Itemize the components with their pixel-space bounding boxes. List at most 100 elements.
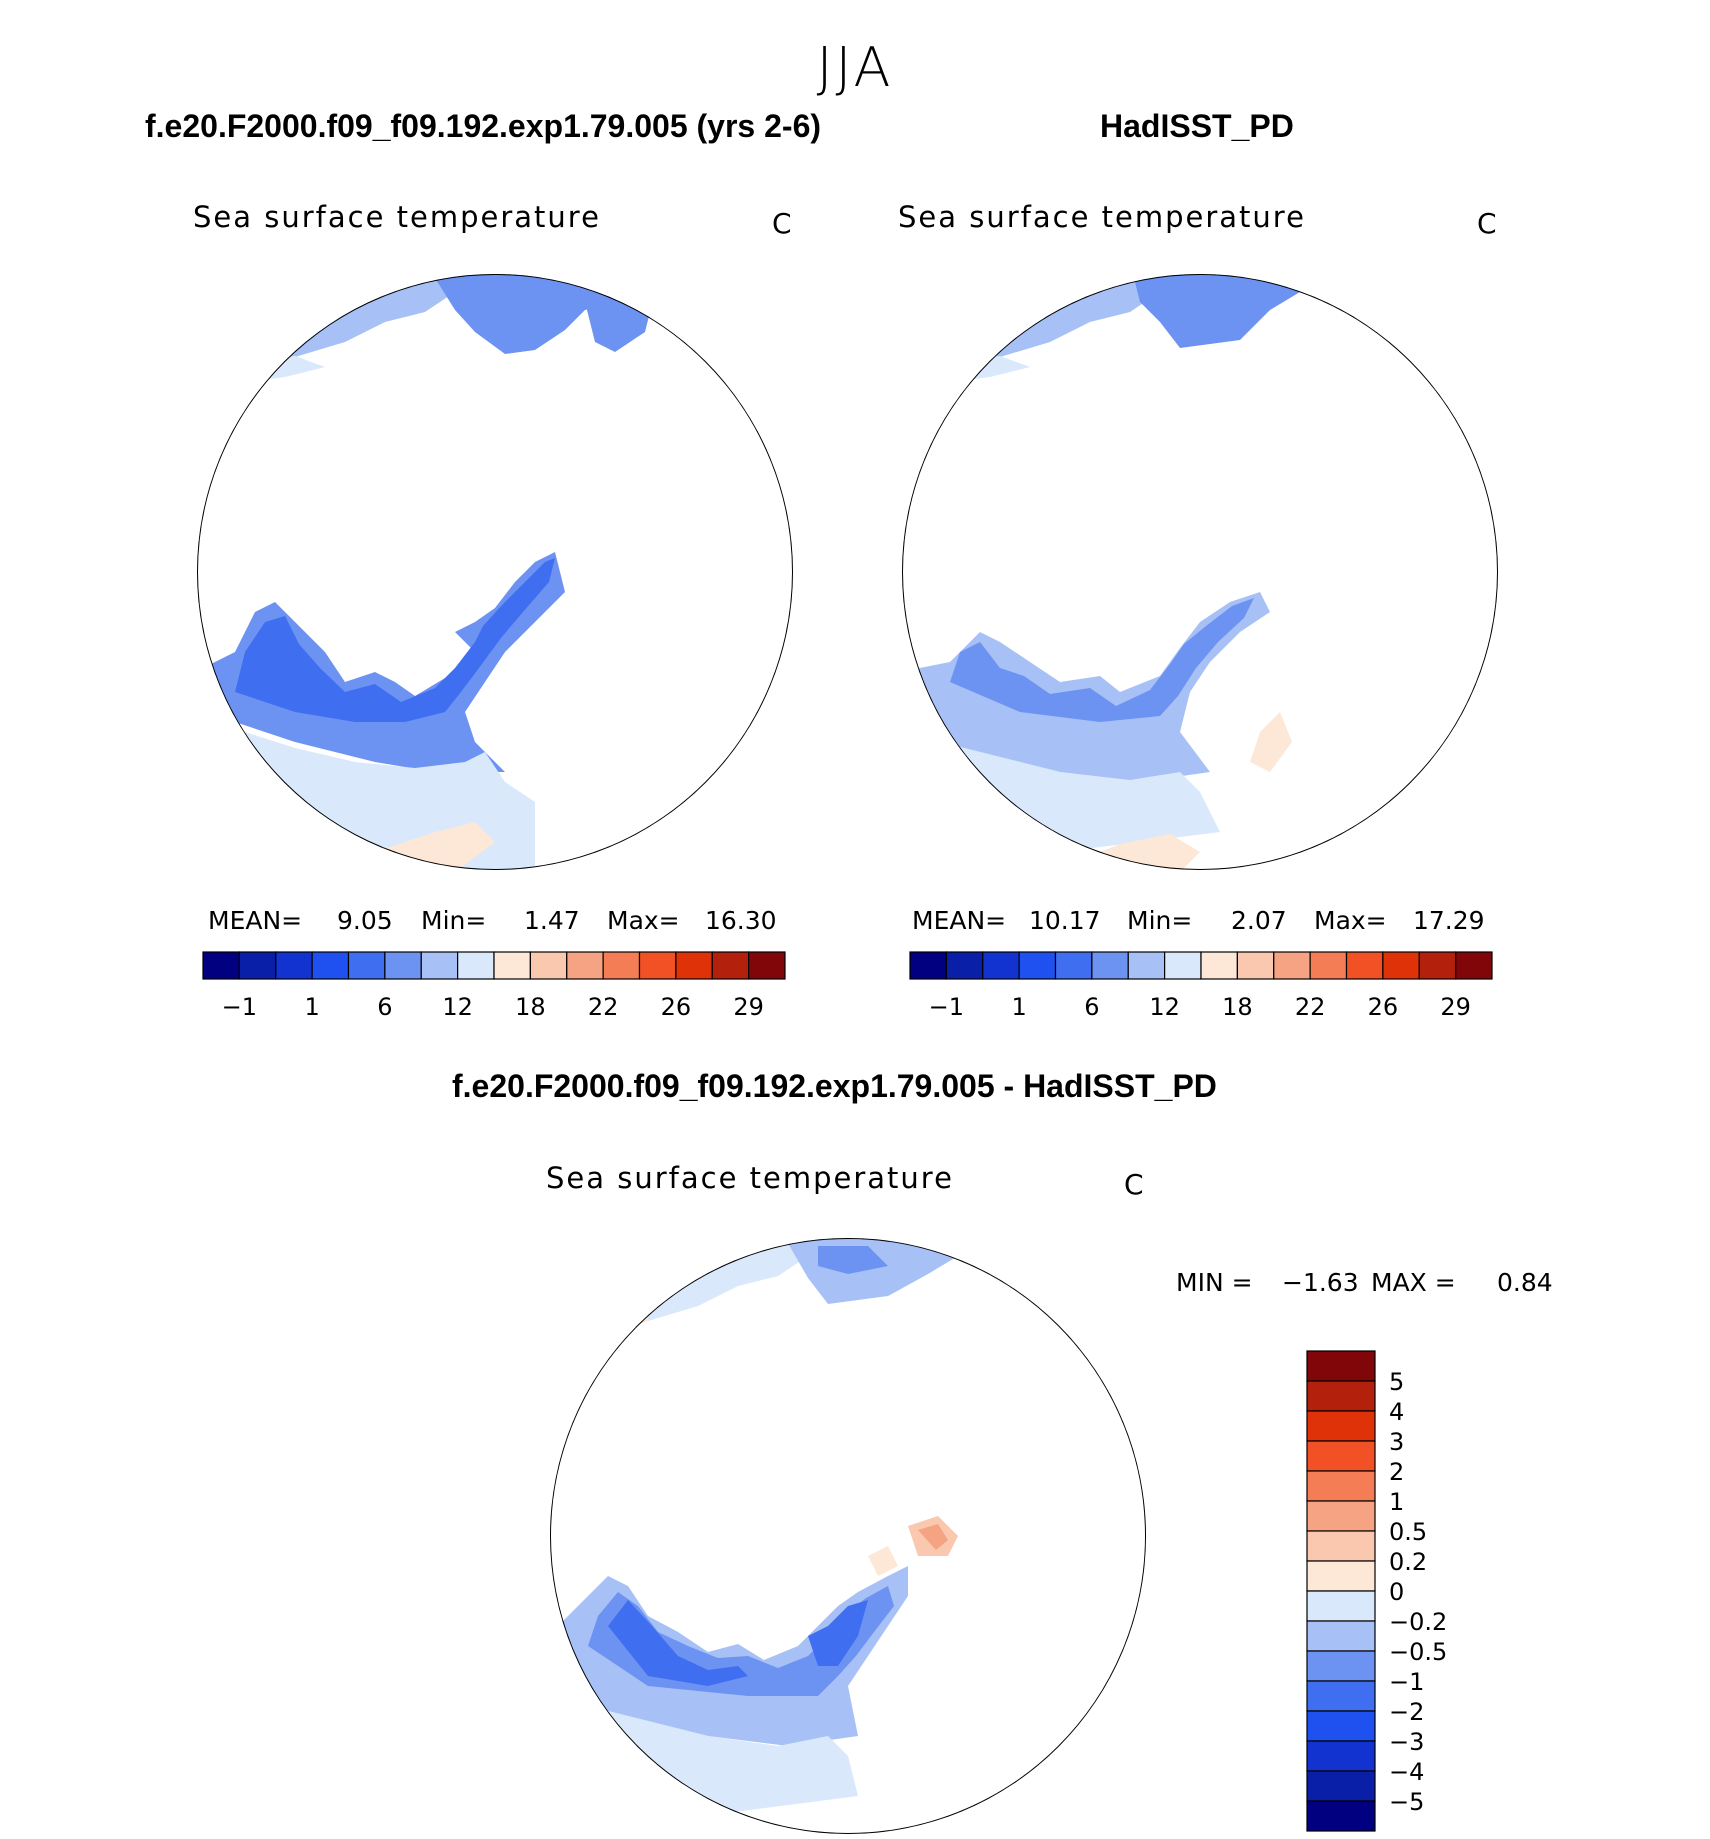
diff-variable-label: Sea surface temperature: [546, 1161, 954, 1195]
diff-min-value: −1.63: [1282, 1268, 1359, 1297]
diff-colorbar-swatch: [1306, 1350, 1376, 1382]
obs-max-value: 17.29: [1413, 906, 1485, 935]
diff-colorbar-swatch: [1306, 1440, 1376, 1472]
figure-season-title: JJA: [816, 36, 894, 99]
model-units-label: C: [772, 207, 792, 240]
model-colorbar-swatch: [638, 951, 677, 980]
diff-colorbar-swatch: [1306, 1410, 1376, 1442]
obs-colorbar-swatch: [1164, 951, 1202, 980]
model-colorbar-tick-label: 18: [515, 993, 546, 1021]
obs-colorbar-swatch: [1127, 951, 1166, 980]
diff-colorbar-swatch: [1306, 1560, 1376, 1592]
obs-colorbar-tick-label: 22: [1295, 993, 1326, 1021]
model-colorbar-swatch: [202, 951, 240, 980]
obs-colorbar-tick-label: 1: [1011, 993, 1026, 1021]
model-colorbar-tick-label: 29: [733, 993, 764, 1021]
diff-colorbar-tick-label: −1: [1389, 1668, 1424, 1696]
obs-colorbar-tick-label: −1: [929, 993, 964, 1021]
diff-colorbar-tick-label: 0: [1389, 1578, 1404, 1606]
obs-colorbar-tick-label: 12: [1149, 993, 1180, 1021]
model-max-label: Max=: [607, 906, 680, 935]
model-colorbar-tick-label: 6: [377, 993, 392, 1021]
model-mean-label: MEAN=: [208, 906, 303, 935]
model-colorbar-swatch: [711, 951, 750, 980]
model-colorbar: −1 1 6 12 18 22 26 29: [202, 951, 786, 1021]
model-panel-title: f.e20.F2000.f09_f09.192.exp1.79.005 (yrs…: [145, 108, 822, 144]
diff-colorbar-tick-label: 5: [1389, 1368, 1404, 1396]
diff-colorbar-swatch: [1306, 1500, 1376, 1532]
diff-colorbar-tick-label: −5: [1389, 1788, 1424, 1816]
model-colorbar-swatch: [602, 951, 641, 980]
obs-units-label: C: [1477, 207, 1497, 240]
diff-colorbar-swatch: [1306, 1470, 1376, 1502]
diff-colorbar-tick-label: 0.2: [1389, 1548, 1427, 1576]
diff-colorbar-swatch: [1306, 1680, 1376, 1712]
diff-colorbar-tick-label: 1: [1389, 1488, 1404, 1516]
diff-colorbar-swatch: [1306, 1770, 1376, 1802]
model-colorbar-swatch: [275, 951, 313, 980]
diff-panel-title: f.e20.F2000.f09_f09.192.exp1.79.005 - Ha…: [452, 1068, 1217, 1104]
model-colorbar-tick-label: 22: [588, 993, 619, 1021]
diff-min-label: MIN =: [1176, 1268, 1253, 1297]
obs-colorbar-swatch: [1236, 951, 1275, 980]
obs-colorbar-swatch: [1091, 951, 1129, 980]
model-colorbar-swatch: [384, 951, 422, 980]
diff-colorbar-swatch: [1306, 1740, 1376, 1772]
diff-colorbar-swatch: [1306, 1620, 1376, 1652]
obs-colorbar-swatch: [1273, 951, 1311, 980]
obs-min-value: 2.07: [1231, 906, 1287, 935]
obs-colorbar-tick-label: 18: [1222, 993, 1253, 1021]
obs-colorbar-swatch: [909, 951, 947, 980]
obs-mean-label: MEAN=: [912, 906, 1007, 935]
model-max-value: 16.30: [705, 906, 777, 935]
diff-colorbar-swatch: [1306, 1530, 1376, 1562]
diff-colorbar-tick-label: −3: [1389, 1728, 1424, 1756]
obs-colorbar-tick-label: 6: [1084, 993, 1099, 1021]
model-colorbar-tick-label: 12: [442, 993, 473, 1021]
model-colorbar-swatch: [238, 951, 277, 980]
model-colorbar-swatch: [420, 951, 459, 980]
diff-max-value: 0.84: [1497, 1268, 1553, 1297]
obs-panel-title: HadISST_PD: [1100, 108, 1294, 144]
model-min-value: 1.47: [524, 906, 580, 935]
model-colorbar-swatch: [529, 951, 568, 980]
model-map: [197, 274, 793, 870]
diff-colorbar-tick-label: −0.5: [1389, 1638, 1447, 1666]
model-colorbar-swatch: [457, 951, 495, 980]
obs-colorbar-swatch: [1382, 951, 1420, 980]
diff-colorbar-tick-label: −0.2: [1389, 1608, 1447, 1636]
model-min-label: Min=: [421, 906, 487, 935]
diff-colorbar-tick-label: 2: [1389, 1458, 1404, 1486]
model-colorbar-swatch: [493, 951, 531, 980]
obs-colorbar-swatch: [1418, 951, 1457, 980]
diff-colorbar-swatch: [1306, 1380, 1376, 1412]
model-colorbar-tick-label: 26: [661, 993, 692, 1021]
obs-mean-value: 10.17: [1029, 906, 1101, 935]
obs-colorbar-swatch: [1200, 951, 1238, 980]
model-colorbar-swatch: [311, 951, 350, 980]
model-colorbar-swatch: [566, 951, 604, 980]
diff-colorbar-tick-label: 3: [1389, 1428, 1404, 1456]
obs-colorbar-swatch: [982, 951, 1020, 980]
diff-colorbar-swatch: [1306, 1650, 1376, 1682]
obs-colorbar-tick-label: 26: [1368, 993, 1399, 1021]
obs-max-label: Max=: [1314, 906, 1387, 935]
obs-variable-label: Sea surface temperature: [898, 200, 1306, 234]
obs-colorbar-swatch: [1018, 951, 1057, 980]
diff-max-label: MAX =: [1371, 1268, 1456, 1297]
model-variable-label: Sea surface temperature: [193, 200, 601, 234]
diff-colorbar-swatch: [1306, 1800, 1376, 1832]
diff-colorbar-tick-label: −4: [1389, 1758, 1424, 1786]
obs-min-label: Min=: [1127, 906, 1193, 935]
obs-colorbar-swatch: [1345, 951, 1384, 980]
obs-colorbar-swatch: [1455, 951, 1493, 980]
diff-colorbar-tick-label: 4: [1389, 1398, 1404, 1426]
obs-colorbar-swatch: [1309, 951, 1348, 980]
diff-units-label: C: [1124, 1168, 1144, 1201]
diff-colorbar-swatch: [1306, 1590, 1376, 1622]
diff-colorbar-swatch: [1306, 1710, 1376, 1742]
diff-colorbar-tick-label: 0.5: [1389, 1518, 1427, 1546]
obs-colorbar-swatch: [1054, 951, 1093, 980]
